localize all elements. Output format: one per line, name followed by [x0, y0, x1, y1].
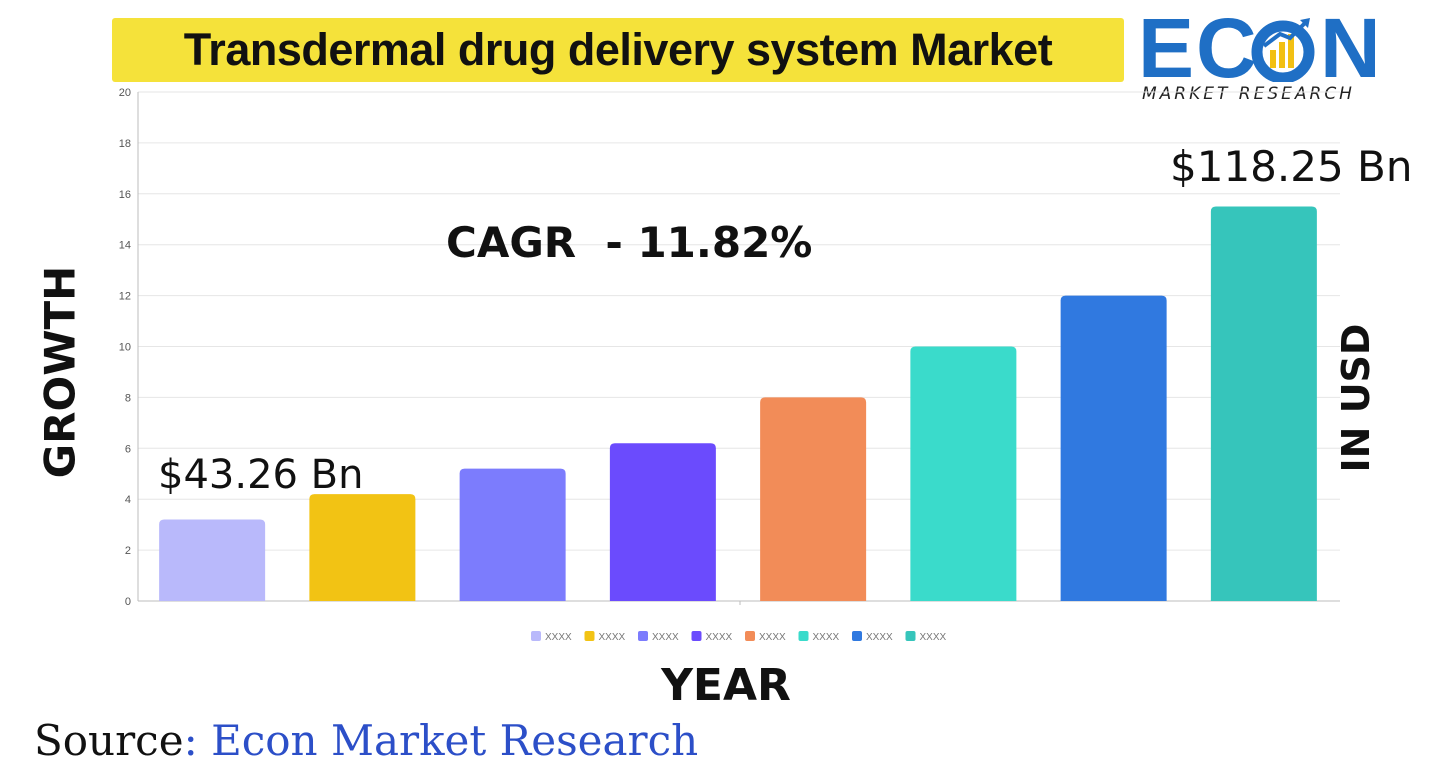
y-tick-label: 16: [119, 189, 131, 201]
legend-label: XXXX: [706, 632, 733, 643]
chart-title: Transdermal drug delivery system Market: [183, 24, 1053, 75]
legend-swatch: [584, 631, 595, 641]
bar: [459, 468, 566, 601]
y-tick-label: 12: [119, 291, 131, 303]
unit-label: IN USD: [1334, 323, 1378, 473]
cagr-annotation: CAGR - 11.82%: [446, 218, 813, 267]
source-name: : Econ Market Research: [183, 716, 699, 765]
start-value-annotation: $43.26 Bn: [158, 452, 364, 498]
bar: [1060, 295, 1167, 601]
legend-label: XXXX: [866, 632, 893, 643]
bars: [159, 206, 1317, 601]
bar: [760, 397, 867, 601]
bar: [1210, 206, 1317, 601]
end-value-annotation: $118.25 Bn: [1170, 142, 1413, 191]
bar: [910, 346, 1017, 601]
legend-label: XXXX: [920, 632, 947, 643]
y-tick-label: 18: [119, 138, 131, 150]
legend-swatch: [852, 631, 862, 641]
legend: XXXX XXXX XXXX XXXX XXXX XXXX XXXX XXXX: [531, 631, 947, 643]
growth-chart-o-icon: [1251, 18, 1315, 82]
title-highlight: Transdermal drug delivery system Market: [112, 18, 1124, 82]
y-tick-label: 0: [125, 596, 131, 608]
legend-label: XXXX: [652, 632, 679, 643]
legend-swatch: [905, 631, 916, 641]
y-tick-label: 10: [119, 342, 131, 354]
legend-swatch: [798, 631, 809, 641]
source-line: Source: Econ Market Research: [34, 716, 698, 765]
bar: [159, 519, 266, 601]
legend-label: XXXX: [545, 632, 572, 643]
y-tick-label: 2: [125, 545, 131, 557]
legend-swatch: [745, 631, 755, 641]
legend-swatch: [531, 631, 541, 641]
bar: [609, 443, 716, 601]
y-tick-label: 6: [125, 443, 131, 455]
brand-logo: EC N MARKET RESEARCH: [1138, 6, 1408, 106]
x-axis-label: YEAR: [661, 660, 791, 711]
y-tick-label: 8: [125, 392, 131, 404]
legend-swatch: [638, 631, 648, 641]
bar: [309, 494, 416, 601]
y-tick-label: 14: [119, 240, 131, 252]
legend-label: XXXX: [599, 632, 626, 643]
logo-word-left: EC: [1138, 1, 1259, 95]
legend-swatch: [691, 631, 702, 641]
logo-subtitle: MARKET RESEARCH: [1142, 84, 1355, 104]
source-prefix: Source: [34, 716, 184, 765]
y-tick-label: 20: [119, 87, 131, 99]
y-axis-label: GROWTH: [35, 265, 85, 479]
logo-word-right: N: [1320, 1, 1383, 95]
y-tick-label: 4: [125, 494, 131, 506]
legend-label: XXXX: [759, 632, 786, 643]
legend-label: XXXX: [813, 632, 840, 643]
